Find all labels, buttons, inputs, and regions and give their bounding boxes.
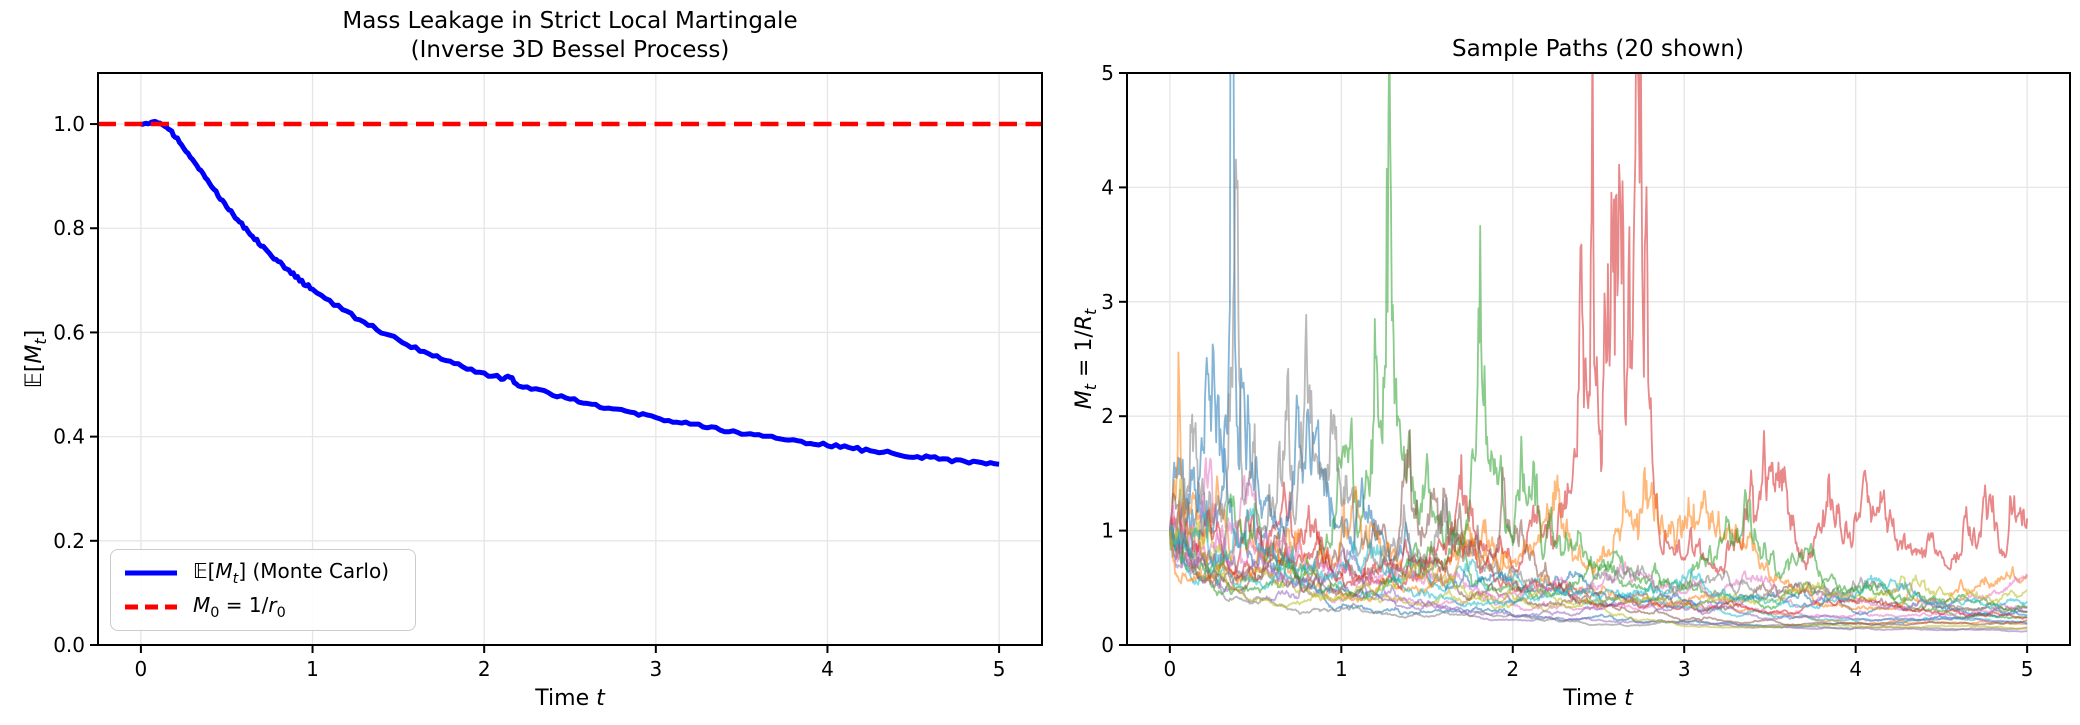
y-tick-label: 5 <box>1101 61 1114 85</box>
sample-path <box>1169 73 2028 618</box>
y-tick-label: 1.0 <box>53 112 85 136</box>
series-group <box>1169 73 2028 633</box>
legend: 𝔼[Mt] (Monte Carlo) M0 = 1/r0 <box>110 549 416 631</box>
sample-path <box>1169 478 2028 609</box>
series-group <box>98 118 1042 467</box>
right-chart-title: Sample Paths (20 shown) <box>1452 36 1744 62</box>
sample-path <box>1169 158 2028 614</box>
x-tick-label: 4 <box>821 657 834 681</box>
y-tick-label: 0.8 <box>53 216 85 240</box>
x-tick-label: 3 <box>649 657 662 681</box>
x-tick-label: 2 <box>1506 657 1519 681</box>
y-tick-label: 2 <box>1101 404 1114 428</box>
sample-path <box>1169 73 2028 620</box>
x-tick-label: 1 <box>1335 657 1348 681</box>
axes-spine <box>97 72 1043 646</box>
x-tick-label: 5 <box>993 657 1006 681</box>
sample-path <box>1169 507 2028 610</box>
y-tick-label: 0.4 <box>53 425 85 449</box>
ticks: 0 1 2 3 4 5 0.0 0.2 0.4 0.6 0.8 1.0 <box>53 112 1005 681</box>
left-chart-ylabel: 𝔼[Mt] <box>21 329 51 389</box>
y-tick-label: 0.6 <box>53 320 85 344</box>
y-tick-label: 0 <box>1101 633 1114 657</box>
y-tick-label: 0.2 <box>53 529 85 553</box>
sample-path <box>1169 520 2028 627</box>
sample-path <box>1169 73 2028 591</box>
left-chart-xlabel: Time t <box>535 686 605 711</box>
x-tick-label: 0 <box>135 657 148 681</box>
left-chart-title: Mass Leakage in Strict Local Martingale … <box>342 8 798 64</box>
right-chart-xlabel: Time t <box>1563 686 1633 711</box>
x-tick-label: 0 <box>1163 657 1176 681</box>
legend-solid-line-icon <box>125 570 177 576</box>
x-tick-label: 4 <box>1849 657 1862 681</box>
left-chart-plot-area: 0 1 2 3 4 5 0.0 0.2 0.4 0.6 0.8 1.0 <box>53 72 1043 681</box>
axes-spine <box>1126 72 2071 646</box>
y-tick-label: 4 <box>1101 175 1114 199</box>
legend-dashed-line-icon <box>125 604 177 610</box>
x-tick-label: 1 <box>306 657 319 681</box>
legend-label-monte-carlo: 𝔼[Mt] (Monte Carlo) <box>193 559 390 588</box>
right-chart-ylabel: Mt = 1/Rt <box>1071 308 1101 410</box>
y-tick-label: 0.0 <box>53 633 85 657</box>
x-tick-label: 2 <box>478 657 491 681</box>
ticks: 0 1 2 3 4 5 0 1 2 3 4 5 <box>1101 61 2033 681</box>
x-tick-label: 3 <box>1678 657 1691 681</box>
x-tick-label: 5 <box>2021 657 2034 681</box>
y-tick-label: 3 <box>1101 290 1114 314</box>
series-line <box>140 118 1000 467</box>
sample-path <box>1169 488 2028 626</box>
legend-label-m0: M0 = 1/r0 <box>193 592 286 621</box>
legend-entry-m0: M0 = 1/r0 <box>123 593 403 621</box>
y-tick-label: 1 <box>1101 519 1114 543</box>
legend-entry-monte-carlo: 𝔼[Mt] (Monte Carlo) <box>123 559 403 587</box>
sample-path <box>1169 499 2028 620</box>
right-chart-plot-area: 0 1 2 3 4 5 0 1 2 3 4 5 <box>1101 61 2071 681</box>
